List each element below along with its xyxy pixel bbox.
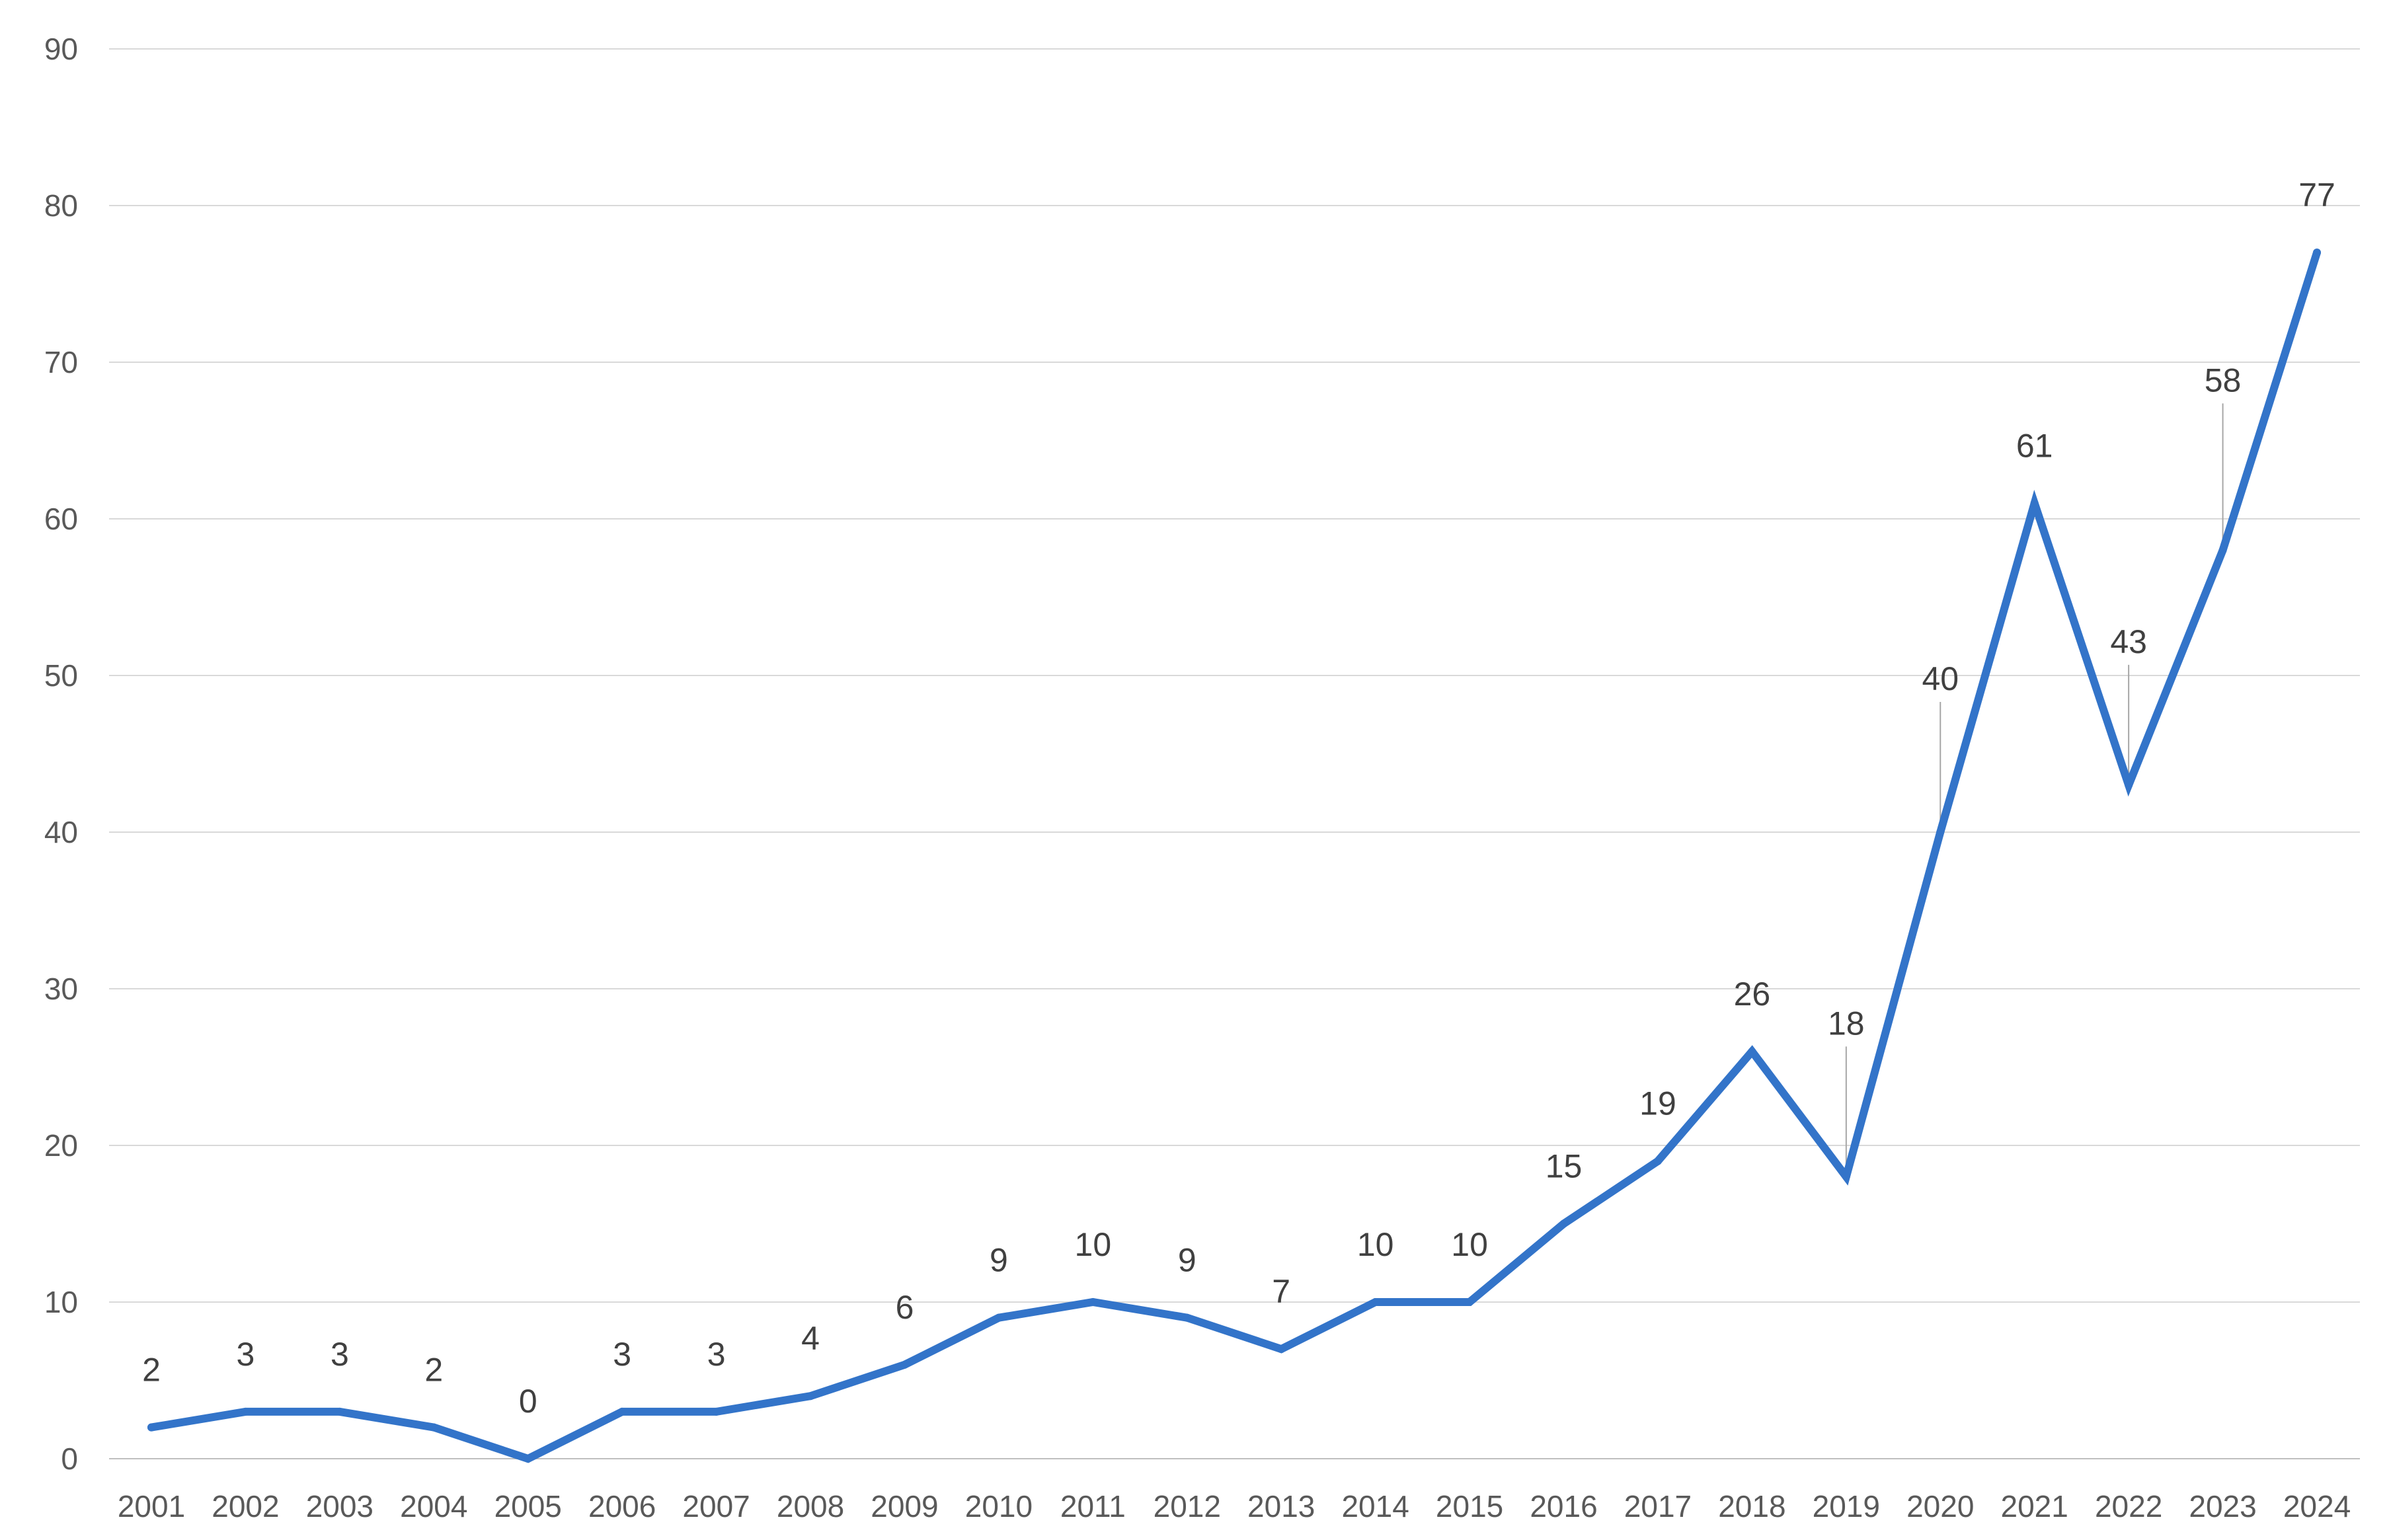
data-point (1653, 1157, 1662, 1165)
data-point (1559, 1219, 1568, 1228)
data-point (1842, 1173, 1850, 1181)
data-label: 2 (142, 1352, 161, 1389)
data-label: 58 (2205, 362, 2242, 399)
x-tick-label: 2008 (777, 1489, 844, 1523)
data-label: 3 (613, 1336, 631, 1373)
x-tick-label: 2012 (1154, 1489, 1221, 1523)
data-point (1936, 828, 1945, 836)
x-tick-label: 2001 (118, 1489, 185, 1523)
data-label: 10 (1357, 1226, 1394, 1263)
series-layer (147, 249, 2321, 1463)
data-label: 0 (519, 1383, 537, 1420)
data-label: 26 (1734, 976, 1771, 1013)
x-tick-label: 2023 (2189, 1489, 2256, 1523)
data-point (2030, 499, 2039, 508)
x-tick-label: 2014 (1341, 1489, 1409, 1523)
x-tick-label: 2013 (1247, 1489, 1315, 1523)
y-tick-label: 20 (44, 1128, 78, 1163)
x-tick-label: 2017 (1624, 1489, 1692, 1523)
x-tick-label: 2002 (212, 1489, 279, 1523)
y-tick-label: 60 (44, 502, 78, 536)
data-label: 3 (707, 1336, 726, 1373)
gridlines (109, 48, 2360, 1459)
data-label: 77 (2298, 176, 2335, 213)
data-label: 4 (801, 1320, 820, 1357)
data-point (618, 1407, 627, 1416)
x-tick-label: 2018 (1718, 1489, 1785, 1523)
x-tick-label: 2004 (400, 1489, 467, 1523)
data-point (335, 1407, 344, 1416)
y-tick-label: 10 (44, 1285, 78, 1319)
data-label: 18 (1828, 1005, 1865, 1042)
data-label: 9 (1178, 1242, 1196, 1279)
data-label: 19 (1639, 1085, 1676, 1122)
x-tick-label: 2011 (1060, 1489, 1126, 1523)
x-tick-label: 2024 (2283, 1489, 2351, 1523)
y-tick-label: 30 (44, 972, 78, 1006)
data-label: 40 (1922, 660, 1959, 697)
data-point (994, 1313, 1003, 1322)
data-label: 10 (1075, 1226, 1112, 1263)
data-point (147, 1423, 155, 1432)
x-axis-tick-labels: 2001 2002 2003 2004 2005 2006 2007 2008 2009 2010… (118, 1489, 2351, 1523)
x-tick-label: 2015 (1436, 1489, 1503, 1523)
data-labels: 2 3 3 2 0 3 3 4 6 9 10 9 7 10 10 15 19 26 18 40 61 43 58 77 (142, 176, 2335, 1420)
data-label: 10 (1451, 1226, 1488, 1263)
x-tick-label: 2005 (494, 1489, 562, 1523)
data-label: 9 (990, 1242, 1008, 1279)
data-point (900, 1360, 909, 1369)
data-point (524, 1455, 532, 1463)
x-tick-label: 2007 (682, 1489, 750, 1523)
y-tick-label: 50 (44, 658, 78, 693)
data-point (2125, 781, 2133, 789)
data-point (2218, 546, 2227, 555)
x-tick-label: 2016 (1530, 1489, 1597, 1523)
data-point (2313, 249, 2321, 257)
data-label: 6 (896, 1289, 914, 1326)
data-label-leader-lines (1845, 403, 2224, 1172)
data-label: 3 (237, 1336, 255, 1373)
data-label: 3 (331, 1336, 349, 1373)
x-tick-label: 2022 (2095, 1489, 2162, 1523)
x-tick-label: 2019 (1813, 1489, 1880, 1523)
y-tick-label: 90 (44, 32, 78, 66)
data-label: 43 (2110, 623, 2147, 660)
y-tick-label: 40 (44, 815, 78, 849)
data-label: 15 (1546, 1148, 1583, 1185)
data-point (1748, 1047, 1756, 1056)
data-point (241, 1407, 250, 1416)
data-point (806, 1392, 815, 1401)
x-tick-label: 2021 (2001, 1489, 2068, 1523)
data-point (1371, 1298, 1380, 1306)
data-point (712, 1407, 721, 1416)
data-label: 7 (1272, 1273, 1290, 1310)
data-label: 61 (2016, 427, 2053, 464)
x-tick-label: 2003 (306, 1489, 373, 1523)
y-tick-label: 0 (61, 1442, 78, 1476)
x-tick-label: 2020 (1906, 1489, 1974, 1523)
data-point (1183, 1313, 1191, 1322)
data-point (1089, 1298, 1097, 1306)
y-tick-label: 70 (44, 345, 78, 379)
x-tick-label: 2006 (588, 1489, 656, 1523)
y-tick-label: 80 (44, 188, 78, 223)
data-label: 2 (424, 1352, 443, 1389)
data-point (430, 1423, 438, 1432)
x-tick-label: 2009 (871, 1489, 938, 1523)
data-point (1466, 1298, 1474, 1306)
series-line (147, 249, 2321, 1463)
x-tick-label: 2010 (965, 1489, 1033, 1523)
y-axis-tick-labels: 0 10 20 30 40 50 60 70 80 90 (44, 32, 78, 1476)
data-point (1277, 1345, 1286, 1354)
